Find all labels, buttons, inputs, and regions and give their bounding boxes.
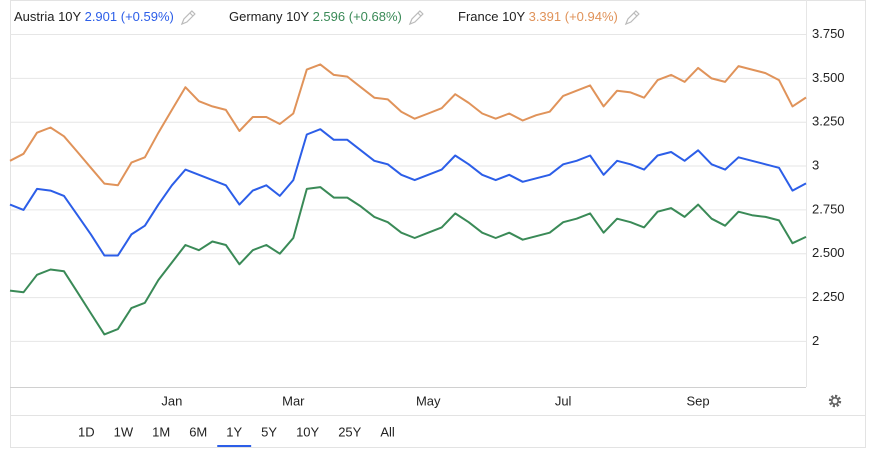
- y-tick-label: 2.750: [812, 201, 845, 216]
- settings-icon[interactable]: [828, 394, 842, 408]
- chart-frame: [10, 0, 866, 448]
- legend-name: France 10Y: [458, 9, 526, 24]
- range-button[interactable]: 1M: [152, 424, 170, 439]
- x-tick-label: Jan: [161, 393, 182, 408]
- legend-item[interactable]: Austria 10Y 2.901 (+0.59%): [14, 9, 196, 26]
- legend-change: (+0.94%): [565, 9, 618, 24]
- legend-change: (+0.68%): [349, 9, 402, 24]
- y-tick-label: 3.500: [812, 70, 845, 85]
- legend-value: 3.391: [529, 9, 562, 24]
- series-line: [9, 63, 807, 187]
- range-button[interactable]: 5Y: [261, 424, 277, 439]
- range-button[interactable]: 25Y: [338, 424, 361, 439]
- y-tick-label: 3: [812, 157, 819, 172]
- range-button[interactable]: 1Y: [226, 424, 242, 439]
- legend-label[interactable]: France 10Y 3.391 (+0.94%): [458, 9, 618, 24]
- series-line: [9, 186, 807, 336]
- edit-icon[interactable]: [408, 10, 424, 26]
- range-button[interactable]: 10Y: [296, 424, 319, 439]
- x-tick-label: Sep: [686, 393, 709, 408]
- range-button[interactable]: 6M: [189, 424, 207, 439]
- legend-value: 2.901: [85, 9, 118, 24]
- y-tick-label: 2.250: [812, 289, 845, 304]
- range-button[interactable]: 1D: [78, 424, 95, 439]
- legend-change: (+0.59%): [121, 9, 174, 24]
- legend-name: Germany 10Y: [229, 9, 310, 24]
- edit-icon[interactable]: [624, 10, 640, 26]
- y-tick-label: 3.750: [812, 26, 845, 41]
- x-tick-label: May: [416, 393, 441, 408]
- range-selected-underline: [217, 445, 252, 447]
- x-tick-label: Jul: [555, 393, 572, 408]
- y-tick-label: 2: [812, 333, 819, 348]
- legend-item[interactable]: Germany 10Y 2.596 (+0.68%): [229, 9, 424, 26]
- range-button[interactable]: 1W: [114, 424, 134, 439]
- series-line: [9, 128, 807, 257]
- legend-value: 2.596: [313, 9, 346, 24]
- edit-icon[interactable]: [180, 10, 196, 26]
- legend-label[interactable]: Austria 10Y 2.901 (+0.59%): [14, 9, 174, 24]
- legend-label[interactable]: Germany 10Y 2.596 (+0.68%): [229, 9, 402, 24]
- x-tick-label: Mar: [282, 393, 305, 408]
- legend-name: Austria 10Y: [14, 9, 82, 24]
- y-tick-label: 3.250: [812, 114, 845, 129]
- y-tick-label: 2.500: [812, 245, 845, 260]
- legend-item[interactable]: France 10Y 3.391 (+0.94%): [458, 9, 640, 26]
- range-button[interactable]: All: [380, 424, 395, 439]
